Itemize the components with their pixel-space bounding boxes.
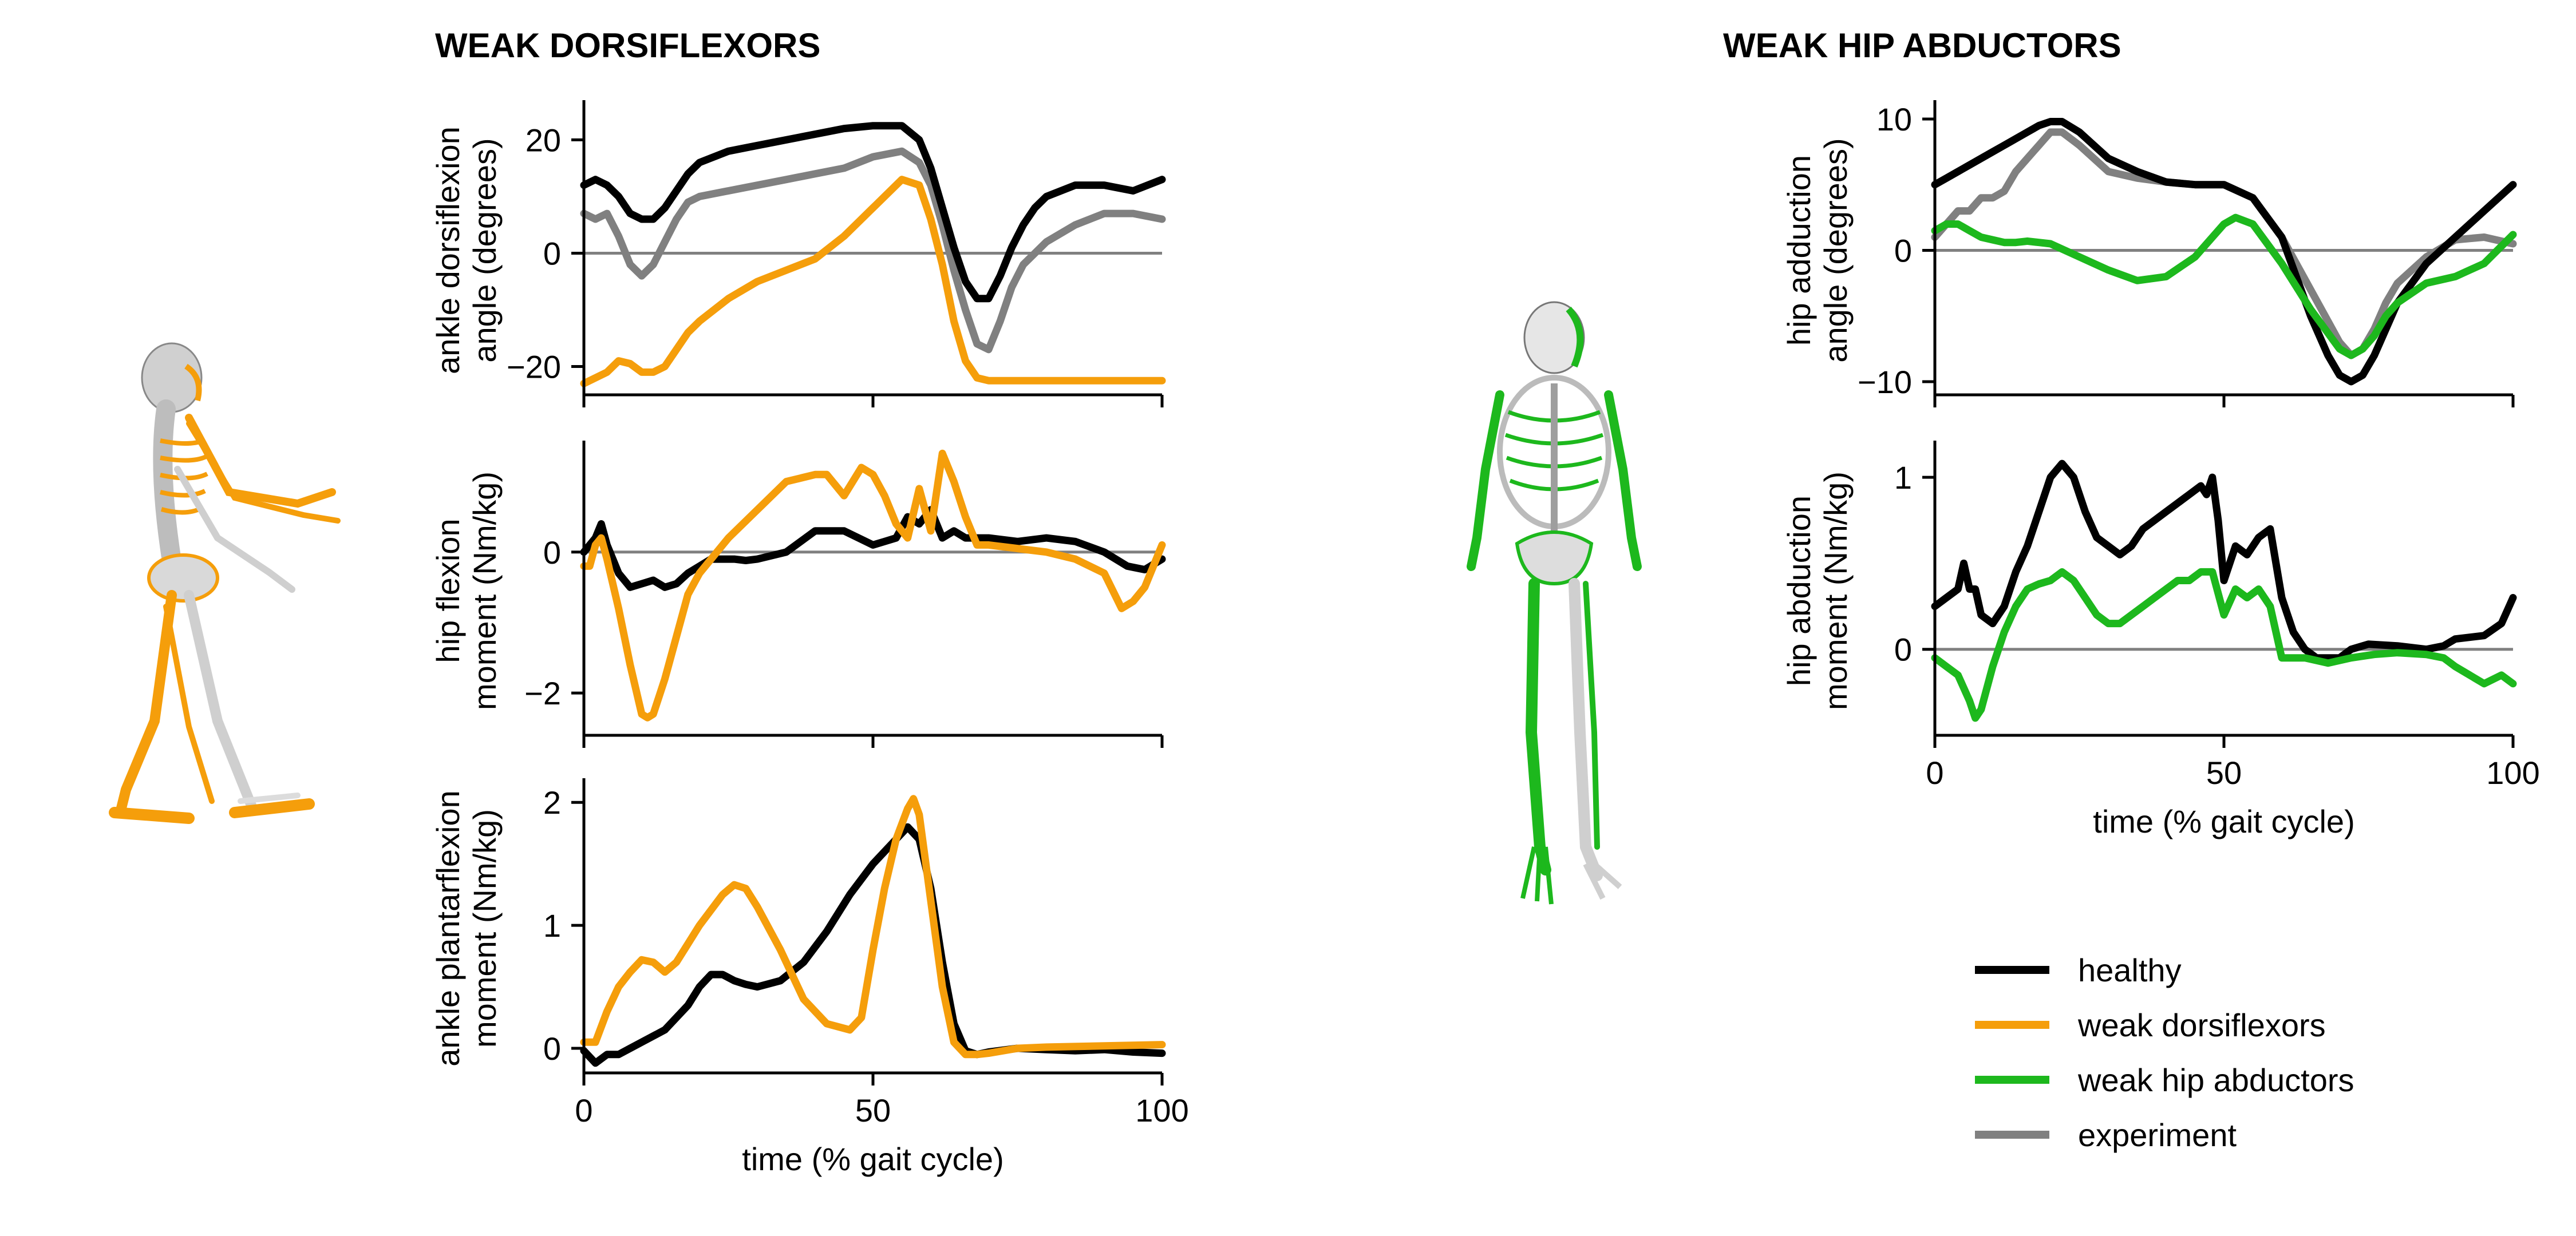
series-line-healthy — [1931, 118, 2517, 386]
x-tick-label: 100 — [1135, 1092, 1188, 1128]
series-line-healthy — [580, 122, 1166, 303]
x-axis-label: time (% gait cycle) — [2093, 803, 2354, 839]
left-panel-title: WEAK DORSIFLEXORS — [435, 26, 820, 65]
legend: healthy weak dorsiflexors weak hip abducto… — [1975, 952, 2354, 1153]
series-line-weak_dorsiflexors — [580, 449, 1166, 722]
series-line-experiment — [580, 147, 1166, 354]
chart-hip_abduction: 0 50 100 0 1 hip abductionmoment (Nm/kg) time … — [1781, 441, 2540, 839]
x-axis-label: time (% gait cycle) — [742, 1141, 1003, 1177]
legend-label-healthy: healthy — [2078, 952, 2182, 988]
y-tick-label: 0 — [1894, 632, 1912, 668]
x-tick-label: 50 — [2206, 755, 2242, 791]
y-tick-label: 20 — [526, 122, 561, 158]
legend-label-weak_dorsiflexors: weak dorsiflexors — [2077, 1007, 2326, 1043]
x-tick-label: 100 — [2486, 755, 2539, 791]
x-tick-label: 50 — [855, 1092, 891, 1128]
y-tick-label: −10 — [1858, 364, 1912, 400]
y-tick-label: 10 — [1876, 101, 1912, 137]
series-line-weak_hip_abductors — [1931, 213, 2517, 359]
y-tick-label: 0 — [1894, 233, 1912, 269]
y-tick-label: 0 — [543, 1031, 561, 1067]
y-axis-label: hip flexionmoment (Nm/kg) — [430, 472, 503, 710]
y-tick-label: 1 — [543, 908, 561, 944]
chart-hip_flexion: −2 0 hip flexionmoment (Nm/kg) — [430, 441, 1166, 748]
y-axis-label: ankle plantarflexionmoment (Nm/kg) — [430, 790, 503, 1067]
series-line-weak_hip_abductors — [1931, 568, 2517, 722]
series-line-healthy — [580, 506, 1166, 591]
y-tick-label: 2 — [543, 785, 561, 821]
y-axis-label: hip adductionangle (degrees) — [1781, 138, 1854, 362]
right-panel-title: WEAK HIP ABDUCTORS — [1723, 26, 2121, 65]
y-axis-label: hip abductionmoment (Nm/kg) — [1781, 472, 1854, 710]
chart-ankle_angle: −20 0 20 ankle dorsiflexionangle (degrees) — [430, 100, 1166, 407]
y-tick-label: −2 — [524, 675, 561, 711]
legend-label-experiment: experiment — [2078, 1117, 2237, 1153]
y-axis-label: ankle dorsiflexionangle (degrees) — [430, 126, 503, 374]
series-line-weak_dorsiflexors — [580, 795, 1166, 1059]
y-tick-label: 1 — [1894, 459, 1912, 496]
chart-ankle_plantarflexion: 0 50 100 0 1 2 ankle plantarflexionmoment (Nm/… — [430, 778, 1189, 1177]
y-tick-label: 0 — [543, 235, 561, 271]
series-line-weak_dorsiflexors — [580, 176, 1166, 387]
green-skeleton-icon — [1467, 301, 1642, 905]
y-tick-label: −20 — [507, 348, 561, 385]
x-tick-label: 0 — [1926, 755, 1943, 791]
chart-hip_adduction: −10 0 10 hip adductionangle (degrees) — [1781, 100, 2517, 407]
series-line-healthy — [1931, 459, 2517, 662]
x-tick-label: 0 — [575, 1092, 592, 1128]
legend-label-weak_hip_abductors: weak hip abductors — [2077, 1062, 2354, 1098]
orange-skeleton-icon — [109, 342, 341, 824]
y-tick-label: 0 — [543, 534, 561, 571]
